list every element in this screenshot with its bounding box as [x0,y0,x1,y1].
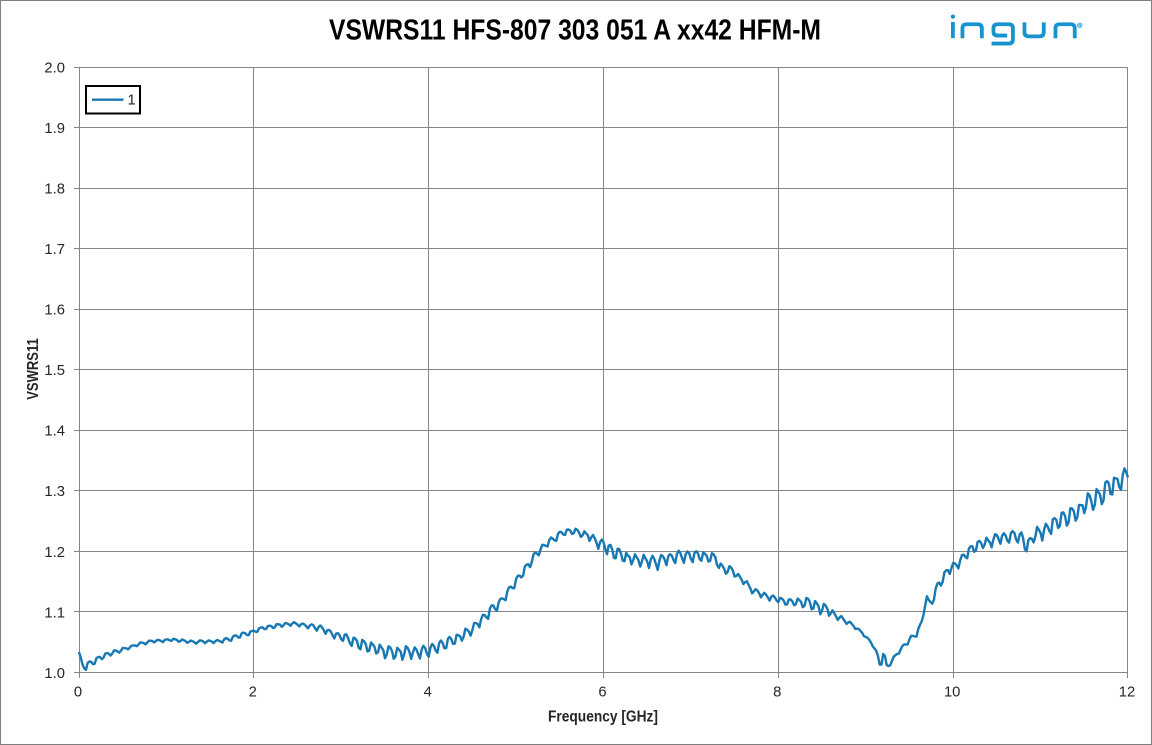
svg-text:1.7: 1.7 [44,242,65,258]
svg-text:Frequency [GHz]: Frequency [GHz] [548,708,658,725]
svg-text:1.1: 1.1 [44,605,65,621]
svg-text:2: 2 [249,684,257,700]
svg-text:1.4: 1.4 [44,424,65,440]
svg-text:1.3: 1.3 [44,484,65,500]
svg-text:1.5: 1.5 [44,363,65,379]
svg-text:R: R [1078,23,1081,28]
svg-text:4: 4 [424,684,432,700]
svg-text:10: 10 [944,684,960,700]
svg-text:0: 0 [74,684,82,700]
svg-text:1.9: 1.9 [44,121,65,137]
svg-text:1.0: 1.0 [44,666,65,682]
svg-text:2.0: 2.0 [44,60,65,76]
svg-text:8: 8 [773,684,781,700]
svg-text:1: 1 [128,93,136,109]
svg-text:VSWRS11: VSWRS11 [25,338,42,400]
svg-text:1.8: 1.8 [44,182,65,198]
svg-text:1.6: 1.6 [44,303,65,319]
svg-text:1.2: 1.2 [44,545,65,561]
svg-text:6: 6 [598,684,606,700]
svg-text:VSWRS11 HFS-807 303 051 A xx42: VSWRS11 HFS-807 303 051 A xx42 HFM-M [329,14,821,46]
svg-text:12: 12 [1119,684,1135,700]
